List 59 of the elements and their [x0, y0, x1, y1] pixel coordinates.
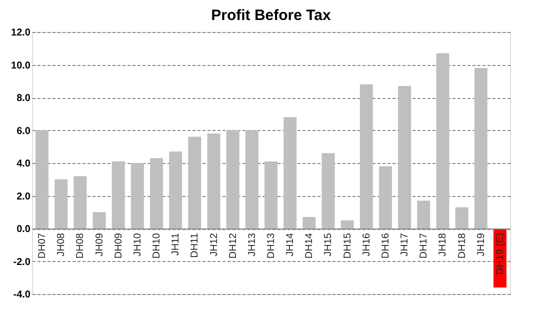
bar [360, 84, 373, 228]
x-tick-label: DH08 [75, 232, 86, 259]
x-tick-label: JH13 [246, 232, 258, 256]
x-tick-label: JH15 [323, 232, 334, 256]
bar [169, 152, 182, 228]
x-tick-label: JH12 [208, 232, 220, 256]
bar [340, 220, 354, 228]
x-tick-label: JH18 [438, 232, 449, 256]
bar [36, 130, 49, 228]
y-tick-label: 10.0 [11, 60, 31, 72]
x-tick-label: JH11 [170, 232, 182, 256]
y-tick-label: 4.0 [16, 158, 31, 170]
bar [455, 207, 468, 228]
x-tick-label: DH17 [418, 232, 430, 259]
x-tick-label: JH09 [94, 232, 106, 256]
x-tick-label: JH08 [56, 232, 68, 256]
x-tick-label: JH16 [361, 232, 372, 256]
bar [188, 136, 202, 228]
bar [150, 158, 164, 228]
bar [436, 53, 450, 228]
chart-title: Profit Before Tax [211, 7, 332, 24]
bar [474, 68, 488, 228]
bar [226, 130, 240, 228]
x-tick-label: JH10 [132, 232, 144, 256]
bar [74, 176, 87, 228]
x-tick-label: DH15 [342, 232, 354, 259]
x-tick-label: DH16 [380, 232, 392, 259]
x-tick-label: DH07 [37, 232, 48, 259]
x-tick-label: DH12 [228, 232, 239, 259]
x-tick-label: JH19 [476, 232, 487, 256]
x-tick-label: DH18 [456, 232, 468, 259]
x-tick-label: DH09 [113, 232, 124, 259]
bar [112, 161, 125, 228]
x-tick-label: JH17 [400, 232, 411, 256]
bar [378, 166, 392, 228]
bar [284, 117, 297, 228]
x-tick-label: DH13 [266, 232, 277, 259]
x-tick-label: DH19 (E) [494, 233, 506, 275]
x-tick-label: DH10 [152, 232, 163, 259]
bar [302, 217, 316, 228]
x-tick-label: DH11 [190, 232, 201, 258]
bar [245, 130, 258, 228]
y-tick-label: -2.0 [13, 256, 31, 268]
x-tick-label: DH14 [304, 232, 316, 259]
y-tick-label: 6.0 [16, 126, 31, 137]
y-tick-label: -4.0 [13, 290, 31, 300]
bar [207, 134, 220, 228]
bar [264, 161, 278, 228]
y-tick-label: 2.0 [16, 191, 31, 202]
bar [322, 153, 335, 228]
x-tick-label: JH14 [285, 232, 296, 256]
bar [54, 179, 68, 228]
bar [92, 212, 106, 228]
y-tick-label: 8.0 [16, 93, 31, 104]
bar [398, 86, 412, 228]
y-tick-label: 12.0 [11, 28, 31, 38]
y-tick-label: 0.0 [16, 224, 31, 235]
bar [130, 163, 144, 228]
bar [417, 200, 430, 228]
